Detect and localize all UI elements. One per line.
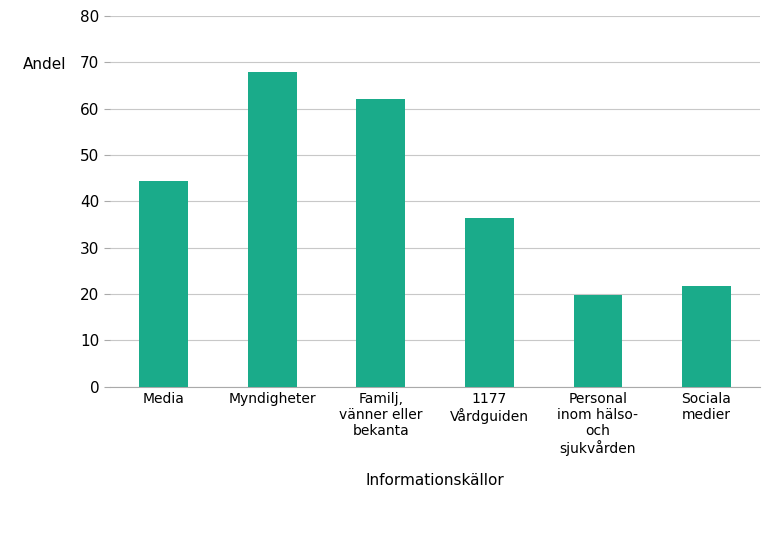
Bar bbox=[357, 99, 405, 387]
Bar bbox=[248, 72, 296, 387]
Bar bbox=[465, 217, 514, 387]
Bar bbox=[140, 180, 188, 387]
Bar bbox=[574, 295, 622, 387]
Bar bbox=[682, 286, 731, 387]
X-axis label: Informationskällor: Informationskällor bbox=[366, 473, 504, 488]
Y-axis label: Andel: Andel bbox=[23, 57, 67, 72]
